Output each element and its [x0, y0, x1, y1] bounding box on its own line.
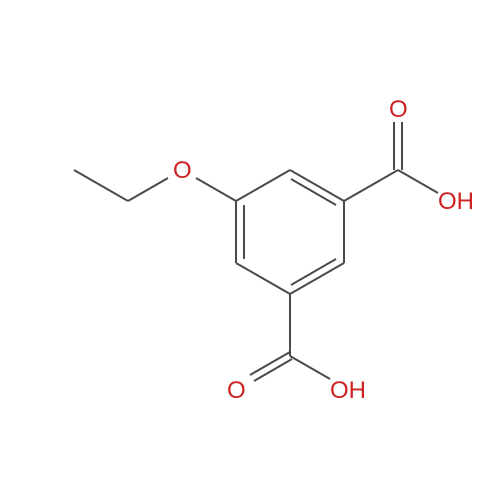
bond-r2-c: [344, 170, 398, 201]
bond-c-oh: [398, 170, 438, 193]
ring-bond-3: [290, 263, 344, 294]
oxygen-label-top-dbl: O: [389, 96, 408, 123]
carboxyl-bottom: O OH: [227, 294, 366, 404]
bond-ch2-ch3: [74, 170, 128, 201]
carboxyl-top: O OH: [344, 96, 474, 215]
oxygen-label-ether: O: [173, 157, 192, 184]
molecule-diagram: O OH O OH O: [0, 0, 500, 500]
bond-o-ch2: [128, 178, 168, 201]
bond-c-oh-b: [290, 356, 330, 379]
benzene-ring: [236, 170, 344, 294]
ring-bond-4: [236, 263, 290, 294]
bond-r6-o: [196, 178, 236, 201]
oh-label-bot: OH: [330, 377, 366, 404]
oh-label-top: OH: [438, 188, 474, 215]
ethoxy-group: O: [74, 157, 236, 201]
oxygen-label-bot-dbl: O: [227, 377, 246, 404]
ring-bond-6: [236, 170, 290, 201]
ring-bond-1: [290, 170, 344, 201]
